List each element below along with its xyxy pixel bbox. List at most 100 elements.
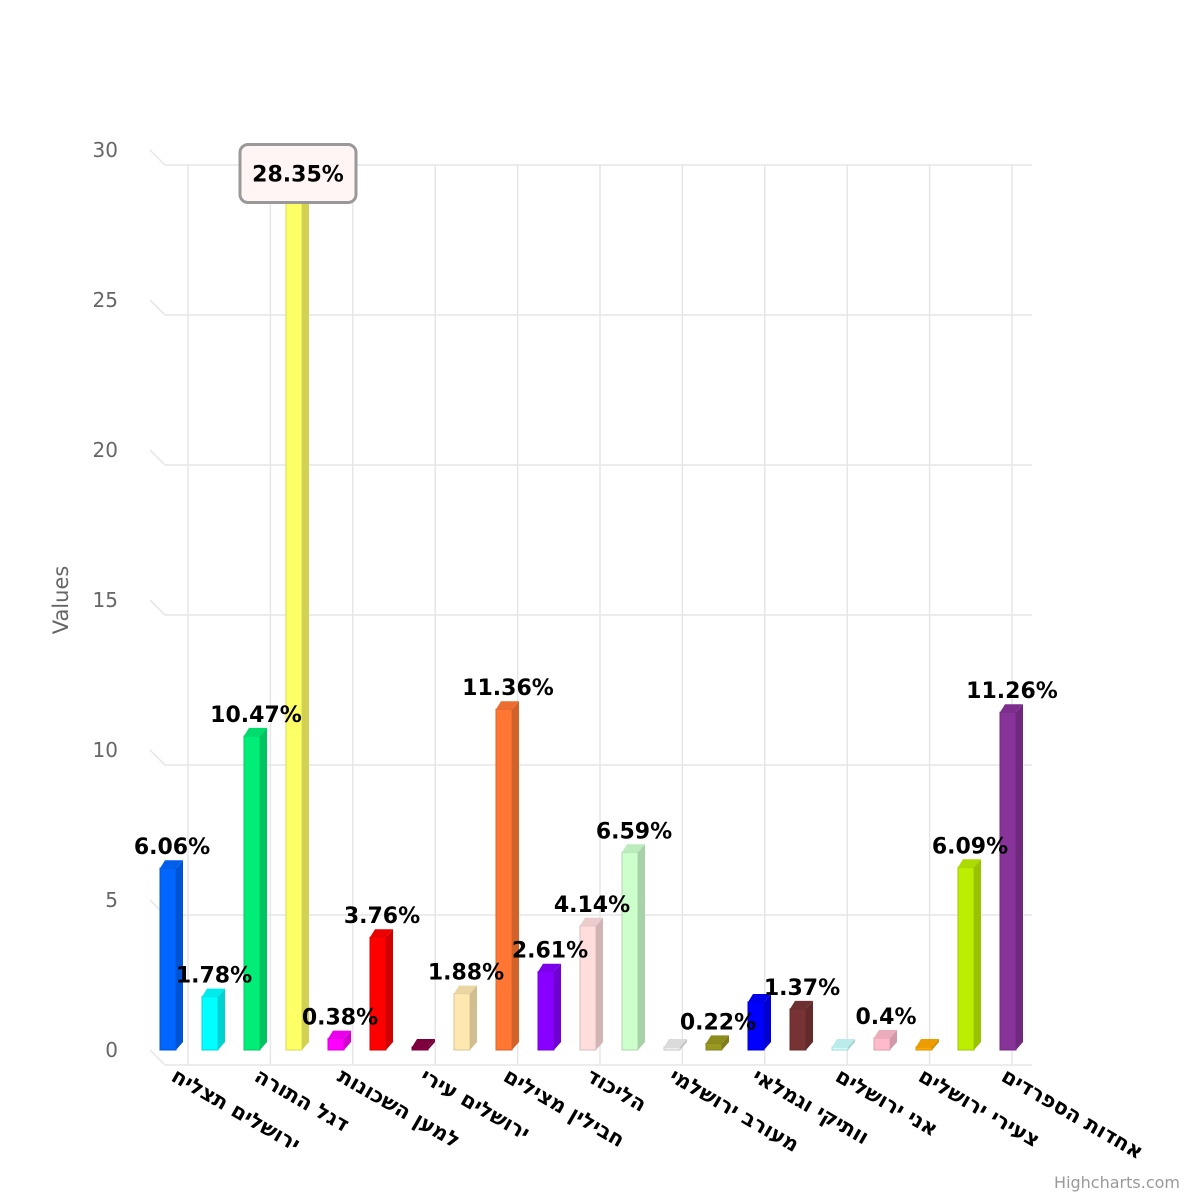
bar[interactable] (957, 859, 981, 1051)
bar-side (638, 844, 645, 1050)
grid-line-floor (149, 449, 166, 466)
data-label: 0.38% (302, 1006, 378, 1031)
bar-top (622, 844, 645, 853)
bar-side (512, 701, 519, 1050)
data-label: 1.78% (176, 964, 252, 989)
data-label: 4.14% (554, 893, 630, 918)
bar-front (915, 1046, 933, 1051)
bars (159, 191, 1023, 1051)
bar-side (386, 929, 393, 1050)
bar-side (470, 985, 477, 1050)
bar[interactable] (873, 1030, 897, 1051)
y-axis: Values 0 5 10 15 20 25 30 (49, 138, 118, 1062)
y-tick-label: 5 (105, 888, 118, 912)
y-tick-label: 15 (93, 588, 118, 612)
bar[interactable] (789, 1000, 813, 1051)
bar-top (790, 1000, 813, 1009)
bar-top (1000, 704, 1023, 713)
bar-front (411, 1046, 429, 1051)
bar-front (663, 1046, 681, 1051)
grid-line-floor (149, 749, 166, 766)
bar-side (260, 727, 267, 1050)
bar-front (957, 866, 975, 1051)
bar-top (748, 994, 771, 1002)
bar[interactable] (747, 994, 771, 1051)
y-tick-label: 30 (93, 138, 118, 162)
bar-top (832, 1039, 855, 1047)
bar-front (453, 993, 471, 1051)
data-label: 6.09% (932, 834, 1008, 859)
bar-top (706, 1035, 729, 1044)
bar-side (218, 988, 225, 1050)
bar-front (243, 735, 261, 1051)
y-axis-title: Values (49, 566, 73, 635)
bar-side (428, 1039, 435, 1050)
bar-front (201, 996, 219, 1051)
bar-front (789, 1008, 807, 1051)
bar[interactable] (201, 988, 225, 1051)
bar[interactable] (453, 985, 477, 1051)
data-label: 10.47% (210, 703, 302, 728)
x-tick-label: אחדות הספרדים (998, 1064, 1148, 1164)
bar-top (160, 860, 183, 869)
bar[interactable] (831, 1039, 855, 1051)
bar-top (580, 917, 603, 926)
bar[interactable] (999, 704, 1023, 1051)
bar-top (496, 701, 519, 710)
grid-line-floor (149, 149, 166, 166)
data-labels: 6.06% 1.78% 10.47% 28.35% 0.38% 3.76% 1.88% 11.… (134, 143, 1058, 1035)
bar[interactable] (327, 1030, 351, 1051)
bar-side (932, 1039, 939, 1050)
data-label: 2.61% (512, 939, 588, 964)
bar-side (596, 917, 603, 1050)
data-label: 3.76% (344, 904, 420, 929)
credits-link[interactable]: Highcharts.com (1054, 1173, 1180, 1192)
bar[interactable] (369, 929, 393, 1051)
bar-side (554, 963, 561, 1050)
bar-front (159, 867, 177, 1051)
bar[interactable] (915, 1039, 939, 1051)
data-label: 1.37% (764, 976, 840, 1001)
bar-top (454, 985, 477, 994)
bar[interactable] (411, 1039, 435, 1051)
bar[interactable] (621, 844, 645, 1051)
bar-top (538, 963, 561, 972)
bar-front (327, 1038, 345, 1051)
bar[interactable] (159, 860, 183, 1051)
bar-side (176, 860, 183, 1050)
bar-top (664, 1039, 687, 1047)
bar[interactable] (579, 917, 603, 1051)
bar-side (806, 1000, 813, 1050)
y-tick-label: 25 (93, 288, 118, 312)
bar-side (1016, 704, 1023, 1050)
x-tick-label: הליכוד (583, 1064, 651, 1117)
data-label: 0.4% (855, 1005, 916, 1030)
bar-side (302, 191, 309, 1050)
bar[interactable] (537, 963, 561, 1051)
bar-front (285, 199, 303, 1051)
data-label: 28.35% (252, 163, 344, 188)
bar-top (244, 727, 267, 736)
bar-side (974, 859, 981, 1050)
y-tick-label: 0 (105, 1038, 118, 1062)
bar-top (958, 859, 981, 868)
bar[interactable] (243, 727, 267, 1051)
y-tick-label: 10 (93, 738, 118, 762)
grid-line-floor (149, 1049, 166, 1066)
bar-front (537, 971, 555, 1051)
bar-top (202, 988, 225, 997)
bar-front (831, 1046, 849, 1051)
data-label: 0.22% (680, 1010, 756, 1035)
bar[interactable] (663, 1039, 687, 1051)
bar-top (916, 1039, 939, 1047)
y-tick-label: 20 (93, 438, 118, 462)
bar-front (621, 851, 639, 1051)
bar-side (722, 1035, 729, 1050)
bar[interactable] (495, 701, 519, 1051)
bar-front (873, 1037, 891, 1051)
data-label: 11.26% (966, 679, 1058, 704)
bar[interactable] (285, 191, 309, 1051)
bar[interactable] (705, 1035, 729, 1051)
bar-front (495, 708, 513, 1051)
